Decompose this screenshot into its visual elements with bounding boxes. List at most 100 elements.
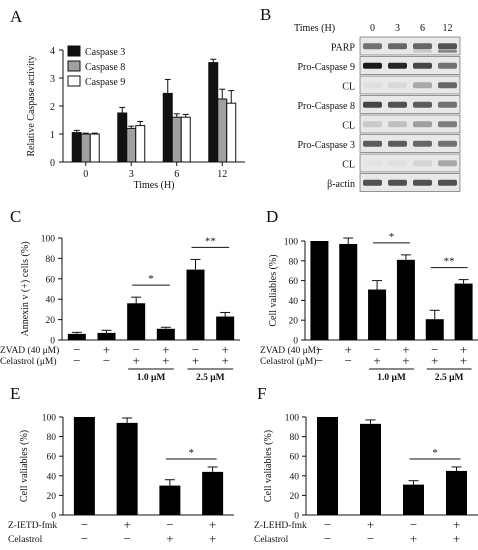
c-treatment-mark: +: [162, 353, 169, 368]
f-y-tick-label: 60: [290, 453, 300, 463]
c-significance-mark: *: [148, 273, 154, 285]
b-row-label: CL: [342, 120, 355, 131]
b-lane-label: 6: [420, 23, 425, 34]
c-treatment-mark: +: [162, 342, 169, 357]
f-treatment-label: Z-LEHD-fmk: [254, 520, 307, 531]
panel-label-a: A: [10, 7, 23, 26]
f-y-tick-label: 0: [294, 512, 299, 522]
b-band: [388, 101, 407, 108]
b-band: [438, 101, 457, 108]
b-row-label: β-actin: [327, 179, 355, 190]
b-row-label: CL: [342, 159, 355, 170]
d-y-tick-label: 0: [293, 337, 298, 347]
f-y-tick-label: 40: [290, 472, 300, 482]
b-band: [413, 140, 432, 147]
a-y-tick-label: 0: [50, 158, 55, 169]
b-band: [363, 62, 382, 69]
d-y-tick-label: 100: [284, 238, 299, 248]
c-treatment-mark: −: [103, 353, 110, 368]
panel-label-b: B: [260, 5, 271, 24]
b-band: [438, 160, 457, 167]
c-treatment-mark: +: [103, 342, 110, 357]
b-band: [413, 179, 432, 186]
e-y-tick-label: 100: [42, 414, 57, 424]
a-legend-swatch: [67, 75, 81, 87]
b-band: [413, 160, 432, 167]
f-y-tick-label: 100: [285, 414, 300, 424]
d-treatment-label: Celastrol (μM): [260, 356, 317, 367]
a-legend-label: Caspase 8: [85, 62, 125, 73]
d-treatment-mark: +: [345, 342, 352, 357]
f-treatment-mark: +: [410, 531, 417, 546]
a-x-tick-label: 0: [83, 169, 88, 180]
f-y-tick-label: 80: [290, 433, 300, 443]
b-band: [438, 179, 457, 186]
a-bar-caspase-8: [80, 133, 91, 163]
e-treatment-label: Celastrol: [8, 535, 43, 545]
c-bar: [67, 333, 86, 340]
d-treatment-label: ZVAD (40 μM): [260, 345, 319, 356]
b-band: [363, 179, 382, 186]
f-bar: [360, 423, 381, 515]
b-band: [438, 43, 457, 50]
e-treatment-mark: −: [123, 531, 130, 546]
c-significance-mark: **: [205, 235, 216, 247]
d-dose-label: 1.0 μM: [377, 373, 406, 383]
a-y-axis-label: Relative Caspase activity: [26, 55, 37, 156]
f-treatment-mark: −: [324, 517, 331, 532]
e-treatment-mark: −: [81, 531, 88, 546]
b-band: [363, 140, 382, 147]
d-y-tick-label: 20: [289, 317, 299, 327]
f-bar: [317, 417, 338, 515]
d-treatment-mark: +: [460, 353, 467, 368]
b-band: [363, 43, 382, 50]
d-y-tick-label: 80: [289, 257, 299, 267]
d-treatment-mark: −: [431, 342, 438, 357]
d-bar: [310, 241, 329, 340]
c-y-axis-label: Annexin v (+) cells (%): [20, 241, 31, 336]
e-significance-mark: *: [189, 447, 195, 459]
c-y-tick-label: 100: [41, 235, 56, 245]
c-treatment-mark: −: [192, 342, 199, 357]
e-y-tick-label: 0: [51, 512, 56, 522]
c-y-tick-label: 0: [50, 337, 55, 347]
c-y-tick-label: 20: [46, 316, 56, 326]
b-band: [363, 101, 382, 108]
a-bar-caspase-9: [226, 102, 237, 163]
e-y-tick-label: 60: [47, 453, 57, 463]
e-bar: [116, 422, 138, 515]
d-treatment-mark: +: [402, 353, 409, 368]
b-band: [388, 43, 407, 50]
d-y-axis-label: Cell valiables (%): [268, 254, 279, 326]
c-treatment-mark: +: [192, 353, 199, 368]
a-legend-swatch: [67, 45, 81, 57]
b-band: [363, 121, 382, 128]
panel-e-viability-chart: 0 20 40 60 80 100 Cell valiables (%) * Z-IETD-fm…: [8, 414, 234, 546]
f-treatment-mark: +: [453, 531, 460, 546]
d-significance-mark: *: [389, 231, 395, 243]
b-blot-strip: [359, 56, 461, 75]
a-y-tick-label: 3: [50, 74, 55, 85]
a-bar-caspase-8: [217, 98, 228, 163]
a-bar-caspase-9: [135, 125, 146, 163]
d-treatment-mark: −: [316, 353, 323, 368]
b-band: [438, 140, 457, 147]
e-y-tick-label: 40: [47, 472, 57, 482]
e-treatment-mark: +: [166, 531, 173, 546]
a-legend-label: Caspase 3: [85, 47, 125, 58]
d-treatment-mark: +: [373, 353, 380, 368]
e-treatment-mark: +: [209, 517, 216, 532]
e-treatment-mark: −: [81, 517, 88, 532]
f-bar: [403, 484, 424, 515]
b-band: [413, 43, 432, 50]
f-bar: [446, 470, 467, 515]
b-row-label: Pro-Caspase 9: [298, 62, 356, 73]
c-y-tick-label: 60: [46, 275, 56, 285]
f-significance-mark: *: [432, 447, 438, 459]
b-band: [363, 82, 382, 89]
b-times-label: Times (H): [294, 23, 335, 34]
b-blot-strip: [359, 134, 461, 153]
